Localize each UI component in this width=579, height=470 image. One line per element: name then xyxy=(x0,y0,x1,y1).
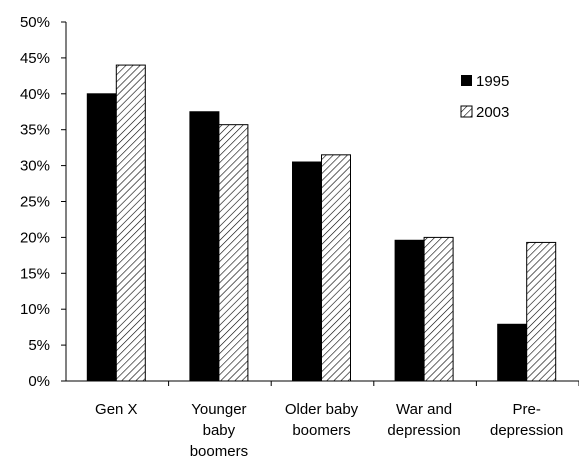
y-tick-label: 0% xyxy=(28,373,50,390)
y-tick-label: 35% xyxy=(20,122,50,139)
category-labels: Gen X Younger baby boomers Older baby boomers… xyxy=(95,401,563,460)
y-axis-ticks: 0% 5% 10% 15% 20% 25% 30% 35% 40% 45% 50% xyxy=(20,14,66,390)
legend-swatch-1995 xyxy=(461,75,472,86)
bar-2003-0 xyxy=(115,64,146,382)
y-tick-label: 30% xyxy=(20,158,50,175)
y-tick-label: 50% xyxy=(20,14,50,31)
category-label: Younger baby boomers xyxy=(190,401,248,460)
y-tick-label: 10% xyxy=(20,301,50,318)
y-tick-label: 40% xyxy=(20,86,50,103)
category-label: Older baby boomers xyxy=(285,401,359,439)
bar-1995-3 xyxy=(394,239,425,382)
y-tick-label: 20% xyxy=(20,229,50,246)
y-tick-label: 45% xyxy=(20,50,50,67)
category-label: Pre-depression xyxy=(490,401,563,439)
x-axis-ticks xyxy=(168,381,579,386)
legend-label-1995: 1995 xyxy=(476,73,509,90)
bar-2003-2 xyxy=(321,154,351,382)
axes xyxy=(65,22,579,382)
category-label: War and depression xyxy=(387,401,460,439)
y-tick-label: 5% xyxy=(28,337,50,354)
bar-1995-0 xyxy=(86,93,117,382)
bar-2003-3 xyxy=(423,236,454,382)
bar-1995-4 xyxy=(497,323,528,382)
legend-swatch-2003 xyxy=(460,105,473,118)
y-tick-label: 25% xyxy=(20,194,50,211)
y-tick-label: 15% xyxy=(20,265,50,282)
bar-2003-4 xyxy=(526,241,557,382)
bar-1995-1 xyxy=(189,111,220,382)
bars-group xyxy=(86,64,557,382)
legend-label-2003: 2003 xyxy=(476,104,509,121)
legend: 1995 2003 xyxy=(453,64,522,126)
category-label: Gen X xyxy=(95,401,138,418)
bar-2003-1 xyxy=(218,124,249,382)
bar-1995-2 xyxy=(292,161,322,382)
